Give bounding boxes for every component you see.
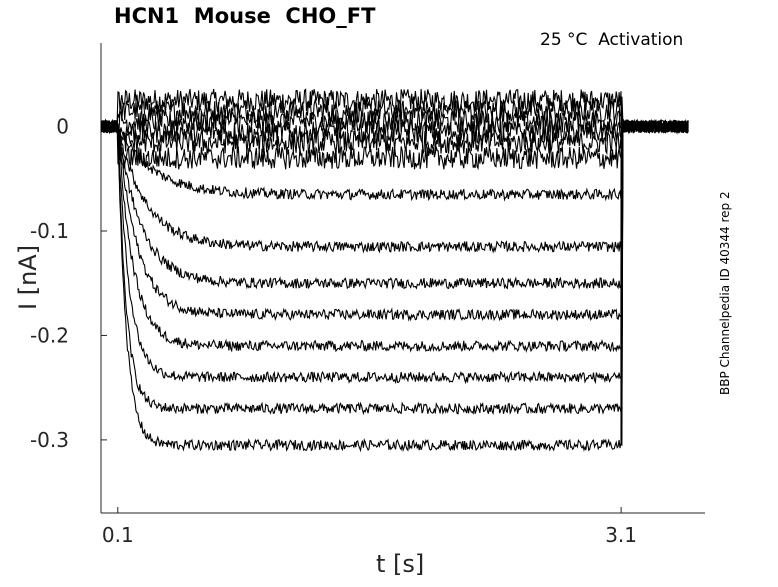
current-trace-7: [100, 118, 689, 202]
x-tick-label: 3.1: [605, 523, 637, 547]
current-trace-11: [100, 118, 689, 354]
current-trace-10: [100, 118, 689, 322]
side-label: BBP Channelpedia ID 40344 rep 2: [718, 191, 732, 395]
current-trace-5: [100, 118, 689, 156]
tick-labels: 0 -0.1 -0.2 -0.3 0.1 3.1: [30, 115, 637, 547]
y-tick-label: 0: [56, 115, 69, 139]
current-trace-4: [100, 118, 689, 145]
current-trace-13: [100, 119, 689, 416]
current-trace-6: [100, 118, 689, 171]
current-trace-14: [100, 120, 689, 453]
chart-title: HCN1 Mouse CHO_FT: [114, 4, 376, 28]
current-trace-12: [100, 119, 689, 385]
current-trace-9: [100, 118, 689, 291]
current-traces: [100, 88, 689, 453]
y-tick-label: -0.1: [30, 219, 69, 243]
condition-label: 25 °C Activation: [540, 30, 684, 50]
y-tick-label: -0.2: [30, 323, 69, 347]
current-trace-8: [100, 118, 689, 254]
y-tick-label: -0.3: [30, 428, 69, 452]
x-tick-label: 0.1: [102, 523, 134, 547]
current-trace-2: [100, 98, 689, 134]
y-axis-label: I [nA]: [14, 244, 42, 310]
x-axis-label: t [s]: [376, 550, 425, 578]
